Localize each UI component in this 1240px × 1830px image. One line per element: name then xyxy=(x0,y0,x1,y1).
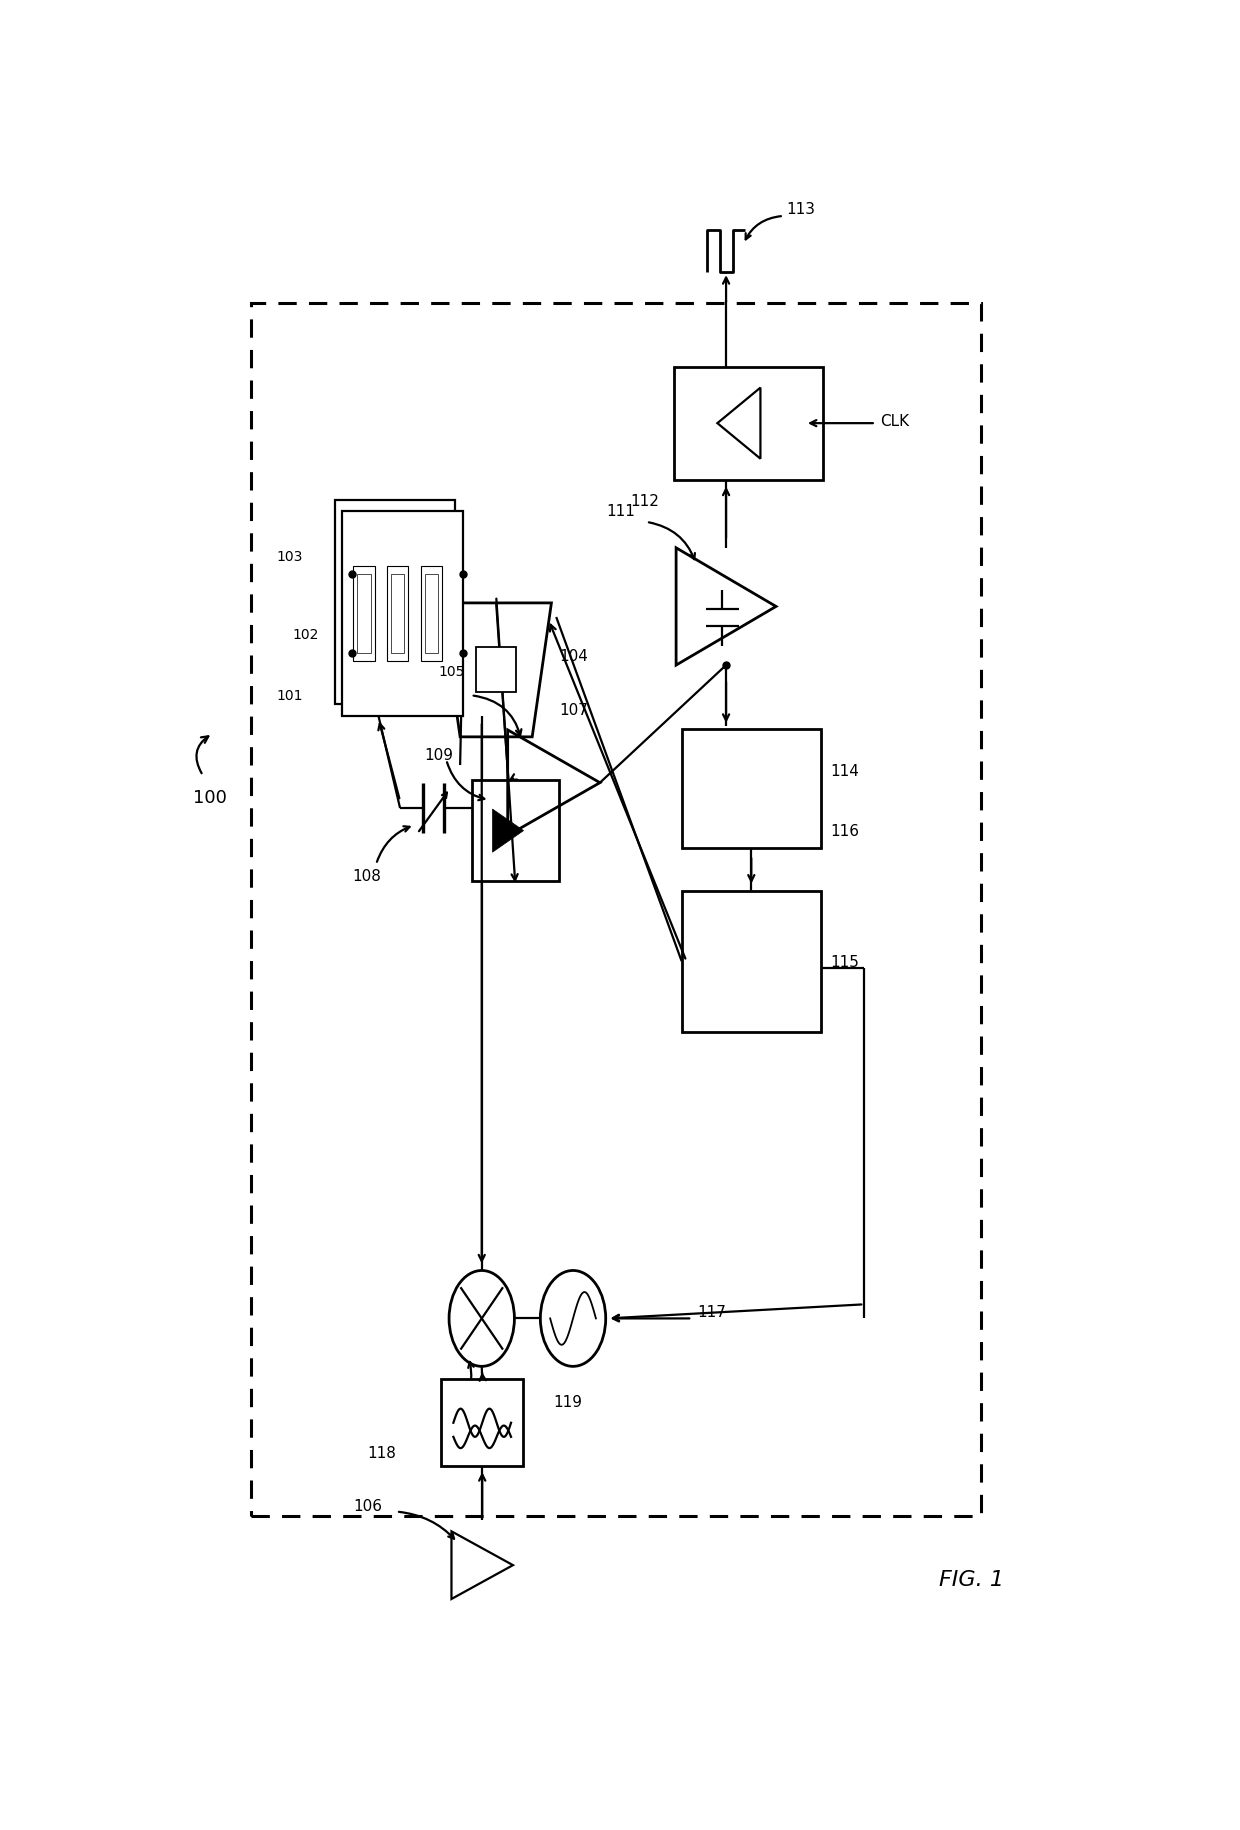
FancyBboxPatch shape xyxy=(675,368,823,479)
Text: 110: 110 xyxy=(424,677,454,692)
FancyBboxPatch shape xyxy=(441,1380,523,1466)
FancyBboxPatch shape xyxy=(420,565,441,662)
FancyBboxPatch shape xyxy=(476,648,516,694)
Text: 113: 113 xyxy=(786,203,816,218)
Text: 119: 119 xyxy=(553,1394,583,1409)
Polygon shape xyxy=(492,809,523,853)
Text: 107: 107 xyxy=(559,703,588,717)
Text: 100: 100 xyxy=(193,789,227,807)
Text: 106: 106 xyxy=(353,1499,382,1513)
FancyBboxPatch shape xyxy=(335,501,455,705)
Text: CLK: CLK xyxy=(880,414,910,428)
Text: 117: 117 xyxy=(697,1305,725,1319)
FancyBboxPatch shape xyxy=(342,512,463,716)
Text: 108: 108 xyxy=(352,869,381,884)
Text: 101: 101 xyxy=(277,688,303,703)
FancyBboxPatch shape xyxy=(357,575,371,653)
FancyBboxPatch shape xyxy=(682,891,821,1032)
Text: 112: 112 xyxy=(631,494,660,509)
Text: FIG. 1: FIG. 1 xyxy=(940,1570,1004,1590)
Text: 116: 116 xyxy=(831,824,859,838)
Text: 105: 105 xyxy=(439,664,465,679)
Text: 109: 109 xyxy=(424,748,454,763)
FancyBboxPatch shape xyxy=(353,565,374,662)
Text: 111: 111 xyxy=(606,503,635,518)
Text: 103: 103 xyxy=(277,551,303,564)
Text: 115: 115 xyxy=(831,953,859,970)
FancyBboxPatch shape xyxy=(387,565,408,662)
Text: 104: 104 xyxy=(559,650,588,664)
Text: 102: 102 xyxy=(291,628,319,642)
Text: 118: 118 xyxy=(367,1446,397,1460)
FancyBboxPatch shape xyxy=(391,575,404,653)
FancyBboxPatch shape xyxy=(682,728,821,849)
FancyBboxPatch shape xyxy=(472,780,559,882)
FancyBboxPatch shape xyxy=(424,575,438,653)
Text: 114: 114 xyxy=(831,763,859,778)
